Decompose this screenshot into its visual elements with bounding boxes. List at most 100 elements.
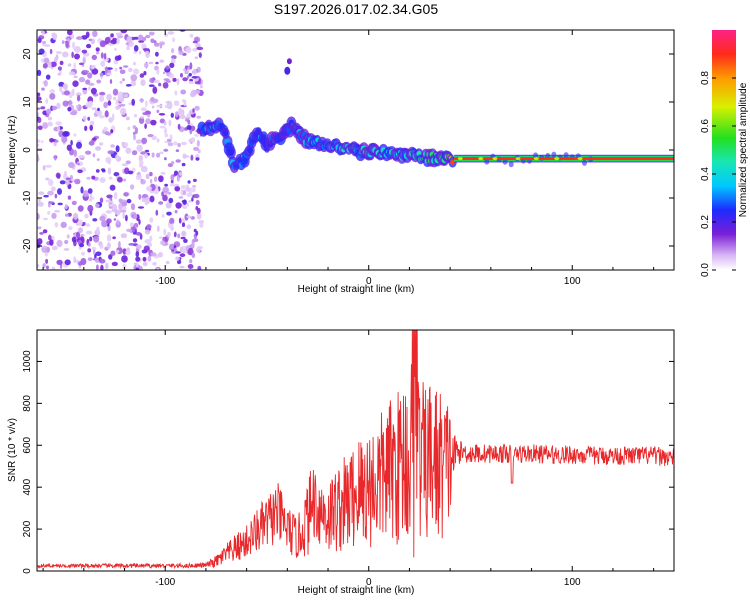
noise-blob <box>171 249 175 252</box>
noise-blob <box>67 106 72 112</box>
noise-blob <box>140 179 146 185</box>
noise-blob <box>118 198 123 203</box>
noise-blob <box>89 192 93 199</box>
noise-blob <box>131 150 138 156</box>
noise-blob <box>63 248 70 251</box>
noise-blob <box>175 202 182 209</box>
noise-blob <box>141 137 148 144</box>
x-tick-label: 100 <box>564 577 581 588</box>
noise-blob <box>54 209 61 213</box>
noise-blob <box>125 160 131 165</box>
noise-blob <box>65 213 69 217</box>
noise-blob <box>62 83 67 89</box>
noise-blob <box>133 68 140 75</box>
noise-blob <box>144 153 149 159</box>
noise-blob <box>143 62 149 68</box>
noise-blob <box>118 202 123 211</box>
noise-blob <box>64 170 67 177</box>
noise-blob <box>164 157 167 161</box>
noise-blob <box>54 193 58 199</box>
noise-blob <box>170 161 175 165</box>
noise-blob <box>42 63 48 69</box>
noise-blob <box>39 232 44 235</box>
noise-blob <box>150 119 157 126</box>
colorbar-tick-label: 0.0 <box>700 263 711 277</box>
noise-blob <box>180 188 183 196</box>
noise-blob <box>155 51 159 57</box>
noise-blob <box>156 225 160 232</box>
noise-blob <box>191 252 196 259</box>
noise-blob <box>185 46 192 54</box>
noise-blob <box>180 89 187 95</box>
noise-blob <box>198 52 202 58</box>
colorbar-tick-label: 0.2 <box>700 215 711 229</box>
noise-blob <box>88 38 93 42</box>
signal-halo <box>551 151 557 158</box>
noise-blob <box>131 98 135 106</box>
noise-blob <box>132 238 138 243</box>
noise-blob <box>45 177 50 181</box>
noise-blob <box>137 206 145 209</box>
noise-blob <box>156 267 160 270</box>
noise-blob <box>153 176 158 183</box>
noise-blob <box>198 220 205 224</box>
noise-blob <box>138 40 145 43</box>
noise-blob <box>48 201 55 204</box>
noise-blob <box>142 261 148 267</box>
noise-blob <box>163 228 167 236</box>
noise-blob <box>165 80 172 83</box>
noise-blob <box>99 91 106 96</box>
noise-blob <box>85 102 90 108</box>
noise-blob <box>173 141 178 146</box>
noise-blob <box>139 98 145 103</box>
noise-blob <box>196 115 201 119</box>
noise-blob <box>188 200 192 203</box>
noise-blob <box>162 82 169 89</box>
noise-blob <box>78 77 86 83</box>
noise-blob <box>71 236 77 243</box>
noise-blob <box>95 251 102 257</box>
noise-blob <box>65 177 72 180</box>
noise-blob <box>168 243 175 251</box>
noise-blob <box>47 210 51 215</box>
noise-blob <box>86 176 91 180</box>
noise-blob <box>146 224 152 230</box>
noise-blob <box>136 144 143 152</box>
noise-blob <box>72 41 76 49</box>
noise-blob <box>87 248 92 253</box>
noise-blob <box>152 262 157 266</box>
noise-blob <box>162 186 169 193</box>
noise-blob <box>159 151 164 155</box>
noise-blob <box>88 242 91 247</box>
noise-blob <box>99 197 104 203</box>
noise-blob <box>144 123 147 129</box>
noise-blob <box>105 199 112 203</box>
noise-blob <box>87 116 91 121</box>
noise-blob <box>192 186 196 193</box>
noise-blob <box>158 82 162 87</box>
noise-blob <box>113 60 119 65</box>
noise-blob <box>114 47 117 51</box>
noise-blob <box>193 89 201 94</box>
noise-blob <box>82 87 88 91</box>
noise-blob <box>48 234 52 241</box>
noise-blob <box>159 125 166 129</box>
noise-blob <box>170 174 175 181</box>
noise-blob <box>96 79 102 84</box>
colorbar-tick-label: 0.8 <box>700 71 711 85</box>
noise-blob <box>145 118 151 125</box>
noise-blob <box>112 37 117 42</box>
noise-blob <box>119 66 123 70</box>
noise-blob <box>57 66 63 71</box>
noise-blob <box>52 32 58 41</box>
noise-blob <box>166 211 172 216</box>
noise-blob <box>95 169 100 173</box>
noise-blob <box>42 263 46 269</box>
noise-blob <box>80 233 85 237</box>
noise-blob <box>96 226 100 234</box>
noise-blob <box>37 238 43 245</box>
noise-blob <box>64 90 70 96</box>
